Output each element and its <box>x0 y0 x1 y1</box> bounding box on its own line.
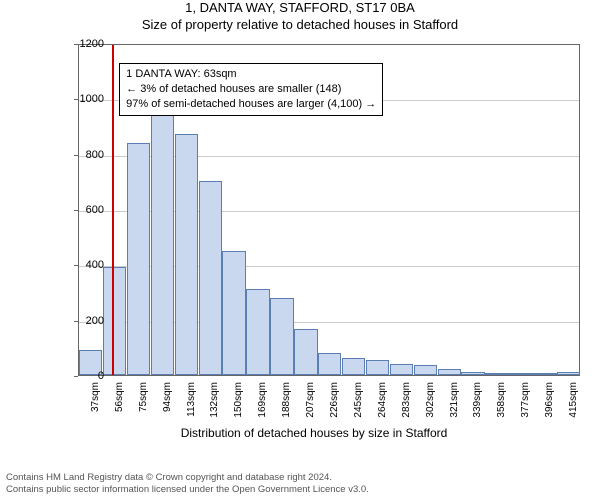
x-tick-label: 75sqm <box>138 382 149 412</box>
y-tick-mark <box>74 265 78 266</box>
x-tick-label: 245sqm <box>353 382 364 418</box>
histogram-bar <box>222 251 245 376</box>
chart-container: Number of detached properties 1 DANTA WA… <box>48 44 580 422</box>
histogram-bar <box>103 267 126 375</box>
histogram-bar <box>318 353 341 375</box>
y-tick-mark <box>74 44 78 45</box>
histogram-bar <box>485 373 508 375</box>
x-tick-label: 377sqm <box>520 382 531 418</box>
x-tick-label: 56sqm <box>114 382 125 412</box>
histogram-bar <box>366 360 389 375</box>
histogram-bar <box>557 372 580 375</box>
y-tick-label: 800 <box>74 149 104 161</box>
histogram-bar <box>127 143 150 375</box>
info-box-line: 1 DANTA WAY: 63sqm <box>126 67 376 82</box>
footer-attribution: Contains HM Land Registry data © Crown c… <box>6 472 369 496</box>
histogram-bar <box>151 109 174 375</box>
x-axis-label: Distribution of detached houses by size … <box>48 426 580 440</box>
histogram-bar <box>175 134 198 375</box>
x-tick-label: 37sqm <box>90 382 101 412</box>
histogram-bar <box>246 289 269 375</box>
y-tick-label: 0 <box>74 370 104 382</box>
x-tick-label: 302sqm <box>425 382 436 418</box>
x-tick-label: 339sqm <box>472 382 483 418</box>
info-box-line: ← 3% of detached houses are smaller (148… <box>126 82 376 97</box>
x-tick-label: 150sqm <box>233 382 244 418</box>
x-tick-label: 132sqm <box>209 382 220 418</box>
y-tick-label: 400 <box>74 259 104 271</box>
x-tick-label: 169sqm <box>257 382 268 418</box>
histogram-bar <box>461 372 484 375</box>
x-tick-label: 321sqm <box>449 382 460 418</box>
y-tick-label: 1200 <box>74 38 104 50</box>
x-tick-label: 283sqm <box>401 382 412 418</box>
info-box-line: 97% of semi-detached houses are larger (… <box>126 97 376 112</box>
info-box: 1 DANTA WAY: 63sqm← 3% of detached house… <box>119 63 383 116</box>
x-tick-label: 415sqm <box>568 382 579 418</box>
histogram-bar <box>270 298 293 375</box>
page-title: 1, DANTA WAY, STAFFORD, ST17 0BA <box>0 0 600 15</box>
histogram-bar <box>294 329 317 375</box>
histogram-bar <box>533 373 556 375</box>
x-tick-label: 188sqm <box>281 382 292 418</box>
x-tick-label: 396sqm <box>544 382 555 418</box>
histogram-bar <box>438 369 461 375</box>
y-tick-mark <box>74 376 78 377</box>
histogram-bar <box>390 364 413 375</box>
y-tick-label: 1000 <box>74 93 104 105</box>
x-tick-label: 358sqm <box>496 382 507 418</box>
y-tick-label: 200 <box>74 315 104 327</box>
footer-line-1: Contains HM Land Registry data © Crown c… <box>6 472 369 484</box>
y-tick-label: 600 <box>74 204 104 216</box>
reference-line <box>112 45 114 375</box>
x-tick-label: 94sqm <box>162 382 173 412</box>
page-subtitle: Size of property relative to detached ho… <box>0 17 600 32</box>
x-tick-label: 207sqm <box>305 382 316 418</box>
histogram-bar <box>342 358 365 375</box>
x-tick-label: 113sqm <box>186 382 197 417</box>
x-tick-label: 226sqm <box>329 382 340 418</box>
y-tick-mark <box>74 210 78 211</box>
y-tick-mark <box>74 99 78 100</box>
histogram-bar <box>199 181 222 375</box>
histogram-bar <box>414 365 437 375</box>
plot-area: 1 DANTA WAY: 63sqm← 3% of detached house… <box>78 44 580 376</box>
x-tick-label: 264sqm <box>377 382 388 418</box>
y-tick-mark <box>74 155 78 156</box>
y-tick-mark <box>74 321 78 322</box>
histogram-bar <box>509 373 532 375</box>
footer-line-2: Contains public sector information licen… <box>6 484 369 496</box>
